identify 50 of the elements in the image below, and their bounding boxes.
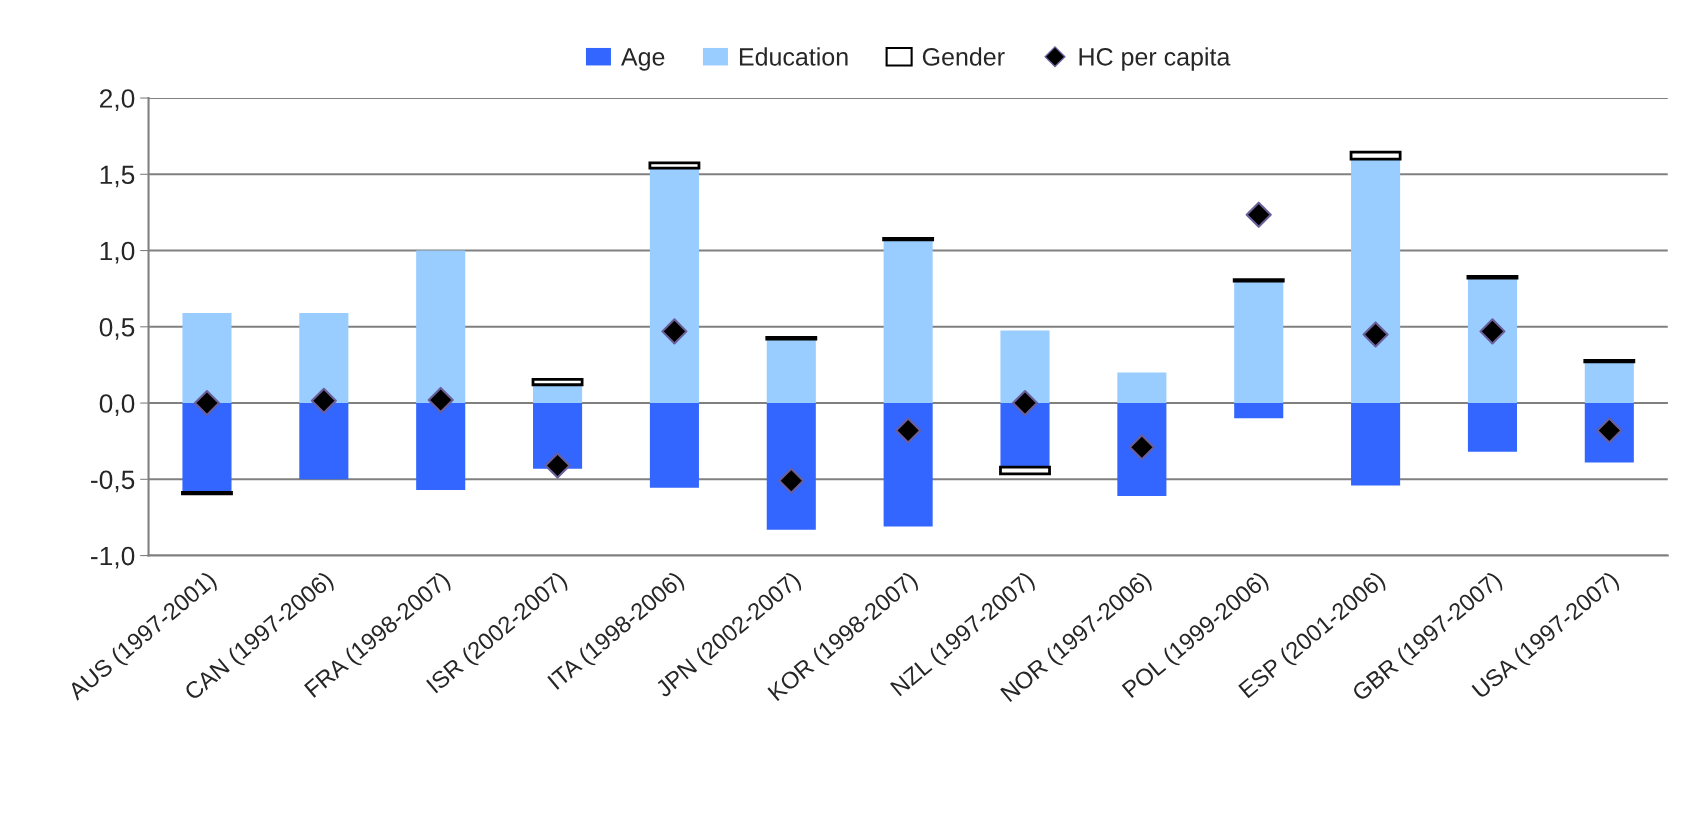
point <box>661 318 688 345</box>
bar <box>883 403 933 527</box>
bar <box>416 403 466 490</box>
y-tick-label: -1,0 <box>91 546 135 569</box>
y-tick-label: -0,5 <box>91 470 135 493</box>
point <box>193 389 221 417</box>
bar <box>649 403 699 488</box>
bar <box>1234 281 1284 404</box>
bar <box>1467 278 1517 404</box>
bar <box>533 403 583 469</box>
legend-label: Age <box>621 48 665 71</box>
bar <box>648 161 701 170</box>
bar <box>766 403 816 530</box>
bar <box>182 403 232 493</box>
bar <box>883 239 933 404</box>
bar <box>1234 403 1284 419</box>
y-tick-label: 2,0 <box>100 89 135 111</box>
point <box>1245 201 1272 228</box>
legend-label: Gender <box>922 47 1005 66</box>
bar <box>1467 403 1517 452</box>
bar <box>1351 159 1401 404</box>
point <box>895 417 922 444</box>
bar <box>533 384 583 404</box>
bar <box>649 168 699 404</box>
bar <box>1000 403 1050 468</box>
bar <box>299 313 349 404</box>
point <box>778 467 805 494</box>
legend-label: Education <box>739 47 848 66</box>
bar <box>999 465 1051 476</box>
bar <box>1000 330 1050 404</box>
point <box>427 386 454 414</box>
bar <box>766 339 816 404</box>
bar <box>299 403 349 480</box>
point <box>1479 318 1506 345</box>
bar <box>416 250 466 404</box>
point <box>1362 321 1389 348</box>
y-tick-label: 1,5 <box>100 165 135 188</box>
point <box>310 387 337 414</box>
bar <box>1584 361 1634 404</box>
y-tick-label: 1,0 <box>100 241 135 264</box>
bar <box>1117 372 1167 404</box>
y-tick-label: 0,0 <box>99 394 135 416</box>
legend-label: HC per capita <box>1079 47 1231 71</box>
y-tick-label: 0,5 <box>99 317 135 340</box>
bar <box>1117 403 1167 497</box>
point <box>1011 389 1039 417</box>
point <box>544 452 571 479</box>
bar <box>1351 403 1401 486</box>
bar <box>531 378 584 387</box>
bar <box>182 313 232 404</box>
